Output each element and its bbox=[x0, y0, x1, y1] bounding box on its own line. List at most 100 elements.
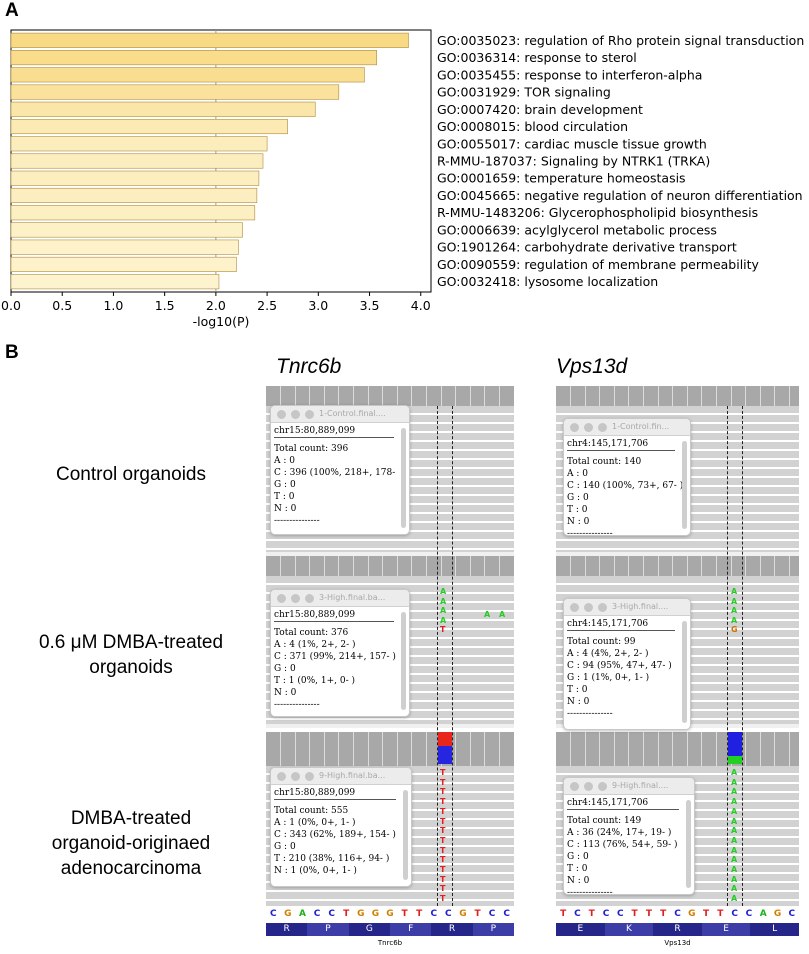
close-dot-icon[interactable] bbox=[277, 594, 286, 603]
coverage-tick bbox=[658, 556, 659, 576]
coverage-tick bbox=[672, 556, 673, 576]
zoom-dot-icon[interactable] bbox=[598, 423, 607, 432]
close-dot-icon[interactable] bbox=[570, 603, 579, 612]
gene-title-tnrc6b: Tnrc6b bbox=[276, 355, 342, 378]
popup-titlebar[interactable]: 1-Control.final.... bbox=[271, 406, 409, 423]
popup-line: Total count: 149 bbox=[567, 816, 642, 826]
igv-popup[interactable]: 1-Control.fin... chr4:145,171,706 Total … bbox=[563, 418, 691, 536]
coverage-tick bbox=[585, 556, 586, 576]
row-label-line: DMBA-treated bbox=[70, 808, 192, 829]
bar-label: GO:0035455: response to interferon-alpha bbox=[437, 67, 702, 82]
base-letter: T bbox=[660, 909, 667, 919]
coverage-tick bbox=[397, 386, 398, 406]
coverage-tick bbox=[701, 556, 702, 576]
zoom-dot-icon[interactable] bbox=[305, 772, 314, 781]
coverage-tick bbox=[701, 732, 702, 766]
popup-scrollbar[interactable] bbox=[401, 428, 406, 528]
close-dot-icon[interactable] bbox=[570, 782, 579, 791]
coverage-track bbox=[266, 556, 514, 576]
panel-a-label: A bbox=[5, 0, 19, 21]
zoom-dot-icon[interactable] bbox=[598, 603, 607, 612]
close-dot-icon[interactable] bbox=[277, 772, 286, 781]
x-tick-label: 0.5 bbox=[52, 298, 72, 313]
zoom-dot-icon[interactable] bbox=[598, 782, 607, 791]
coverage-tick bbox=[570, 732, 571, 766]
variant-coverage-a bbox=[728, 756, 742, 764]
amino-acid: F bbox=[390, 923, 432, 936]
close-dot-icon[interactable] bbox=[570, 423, 579, 432]
minimize-dot-icon[interactable] bbox=[291, 410, 300, 419]
guide-line bbox=[742, 406, 743, 906]
popup-title: 3-High.final.... bbox=[612, 602, 669, 611]
popup-scrollbar[interactable] bbox=[682, 441, 687, 529]
bar-label: GO:0031929: TOR signaling bbox=[437, 85, 611, 100]
coverage-tick bbox=[280, 556, 281, 576]
variant-base-letter: T bbox=[440, 855, 446, 865]
base-letter: G bbox=[773, 909, 782, 919]
coverage-tick bbox=[295, 386, 296, 406]
popup-title: 1-Control.fin... bbox=[612, 422, 670, 431]
popup-line: C : 113 (76%, 54+, 59- ) bbox=[567, 840, 678, 850]
popup-titlebar[interactable]: 3-High.final.ba... bbox=[271, 590, 409, 607]
igv-popup[interactable]: 3-High.final.ba... chr15:80,889,099 Tota… bbox=[270, 589, 410, 717]
panel-b-label: B bbox=[5, 342, 19, 363]
coverage-track bbox=[556, 732, 799, 766]
minimize-dot-icon[interactable] bbox=[584, 603, 593, 612]
popup-titlebar[interactable]: 3-High.final.... bbox=[564, 599, 690, 616]
igv-popup[interactable]: 9-High.final.ba... chr15:80,889,099 Tota… bbox=[270, 767, 412, 887]
bar bbox=[10, 50, 378, 66]
popup-line: A : 1 (0%, 0+, 1- ) bbox=[274, 818, 356, 828]
zoom-dot-icon[interactable] bbox=[305, 410, 314, 419]
coverage-tick bbox=[441, 386, 442, 406]
popup-titlebar[interactable]: 1-Control.fin... bbox=[564, 419, 690, 436]
popup-scrollbar[interactable] bbox=[401, 612, 406, 710]
x-tick-label: 2.0 bbox=[206, 298, 226, 313]
zoom-dot-icon[interactable] bbox=[305, 594, 314, 603]
coverage-tick bbox=[368, 556, 369, 576]
popup-locus: chr4:145,171,706 bbox=[567, 797, 679, 810]
popup-scrollbar[interactable] bbox=[682, 621, 687, 723]
popup-line: G : 0 bbox=[274, 664, 296, 674]
amino-acid: E bbox=[556, 923, 605, 936]
popup-line: Total count: 396 bbox=[274, 444, 349, 454]
bar-label: GO:0045665: negative regulation of neuro… bbox=[437, 188, 803, 203]
popup-line: T : 1 (0%, 1+, 0- ) bbox=[274, 676, 355, 686]
popup-locus: chr15:80,889,099 bbox=[274, 425, 394, 438]
igv-popup[interactable]: 3-High.final.... chr4:145,171,706 Total … bbox=[563, 598, 691, 730]
popup-line: C : 94 (95%, 47+, 47- ) bbox=[567, 661, 672, 671]
popup-line: Total count: 99 bbox=[567, 637, 636, 647]
coverage-tick bbox=[614, 386, 615, 406]
minimize-dot-icon[interactable] bbox=[291, 772, 300, 781]
coverage-tick bbox=[643, 556, 644, 576]
popup-scrollbar[interactable] bbox=[686, 800, 691, 888]
close-dot-icon[interactable] bbox=[277, 410, 286, 419]
coverage-tick bbox=[309, 556, 310, 576]
gene-label-vps13d: Vps13d bbox=[664, 939, 691, 947]
igv-popup[interactable]: 1-Control.final.... chr15:80,889,099 Tot… bbox=[270, 405, 410, 535]
bar bbox=[10, 153, 264, 169]
base-letter: C bbox=[788, 909, 796, 919]
minimize-dot-icon[interactable] bbox=[291, 594, 300, 603]
popup-title: 9-High.final.... bbox=[612, 781, 669, 790]
popup-scrollbar[interactable] bbox=[403, 790, 408, 880]
bar-label: GO:0036314: response to sterol bbox=[437, 50, 637, 65]
coverage-tick bbox=[484, 386, 485, 406]
bar-label: GO:1901264: carbohydrate derivative tran… bbox=[437, 240, 737, 255]
igv-popup[interactable]: 9-High.final.... chr4:145,171,706 Total … bbox=[563, 777, 695, 895]
popup-line: Total count: 376 bbox=[274, 628, 349, 638]
popup-line: T : 0 bbox=[567, 505, 588, 515]
coverage-tick bbox=[397, 732, 398, 766]
minimize-dot-icon[interactable] bbox=[584, 782, 593, 791]
coverage-tick bbox=[628, 732, 629, 766]
guide-line bbox=[437, 406, 438, 906]
popup-titlebar[interactable]: 9-High.final.... bbox=[564, 778, 694, 795]
minimize-dot-icon[interactable] bbox=[584, 423, 593, 432]
variant-base-letter: A bbox=[731, 894, 738, 904]
popup-titlebar[interactable]: 9-High.final.ba... bbox=[271, 768, 411, 785]
popup-line: --------------- bbox=[567, 888, 613, 895]
base-letter: G bbox=[357, 909, 365, 919]
variant-base-letter: A bbox=[731, 806, 738, 816]
base-letter: T bbox=[645, 909, 652, 919]
variant-base-letter: A bbox=[440, 596, 447, 606]
base-letter: G bbox=[459, 909, 467, 919]
